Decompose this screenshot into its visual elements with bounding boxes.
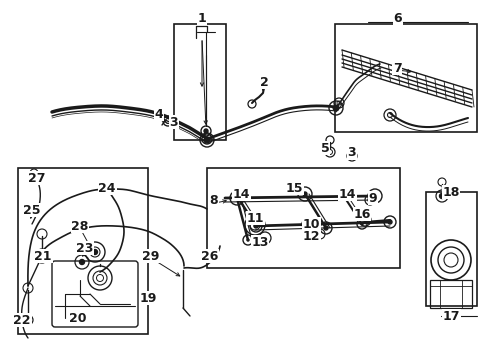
Text: 19: 19 (139, 292, 156, 305)
Text: 14: 14 (232, 188, 249, 201)
Circle shape (332, 105, 338, 111)
Bar (334, 24, 476, 132)
FancyBboxPatch shape (52, 261, 138, 327)
Text: 25: 25 (23, 203, 41, 216)
Text: 3: 3 (169, 116, 178, 129)
Text: 11: 11 (246, 211, 263, 225)
Circle shape (372, 194, 376, 198)
Circle shape (235, 196, 239, 200)
Circle shape (92, 249, 97, 255)
Text: 13: 13 (251, 235, 268, 248)
Circle shape (108, 186, 112, 190)
Bar (206, 168, 399, 268)
Text: 9: 9 (368, 192, 377, 204)
Text: 24: 24 (98, 181, 116, 194)
Bar (429, 280, 471, 308)
Text: 6: 6 (393, 12, 402, 24)
Circle shape (253, 224, 258, 228)
Text: 21: 21 (34, 249, 52, 262)
Bar (425, 192, 476, 306)
Text: 22: 22 (13, 314, 31, 327)
Circle shape (80, 260, 84, 265)
Circle shape (78, 316, 82, 320)
Text: 15: 15 (285, 181, 302, 194)
Text: 7: 7 (392, 62, 401, 75)
Text: 3: 3 (347, 147, 356, 159)
Circle shape (246, 239, 248, 241)
Text: 27: 27 (28, 171, 46, 184)
Text: 2: 2 (259, 76, 268, 89)
Text: 16: 16 (353, 207, 370, 220)
Circle shape (387, 220, 391, 224)
Circle shape (203, 137, 209, 143)
Circle shape (360, 223, 362, 225)
Circle shape (349, 154, 353, 158)
Text: 1: 1 (197, 12, 206, 24)
Text: 18: 18 (442, 185, 459, 198)
Text: 5: 5 (320, 141, 329, 154)
Text: 8: 8 (209, 194, 218, 207)
Text: 28: 28 (71, 220, 88, 233)
Circle shape (203, 129, 207, 133)
Circle shape (367, 198, 371, 202)
Text: 12: 12 (302, 230, 319, 243)
Bar (174, 24, 225, 140)
Bar (18, 168, 148, 334)
Text: 23: 23 (76, 242, 94, 255)
Text: 26: 26 (201, 249, 218, 262)
Text: 17: 17 (441, 310, 459, 323)
Text: 20: 20 (69, 311, 86, 324)
Circle shape (303, 192, 306, 196)
Circle shape (26, 318, 30, 322)
Circle shape (439, 194, 444, 198)
Text: 14: 14 (338, 188, 355, 201)
Text: 10: 10 (302, 217, 319, 230)
Text: 29: 29 (142, 249, 160, 262)
Circle shape (204, 137, 208, 141)
Text: 4: 4 (154, 108, 163, 121)
Circle shape (324, 226, 327, 230)
